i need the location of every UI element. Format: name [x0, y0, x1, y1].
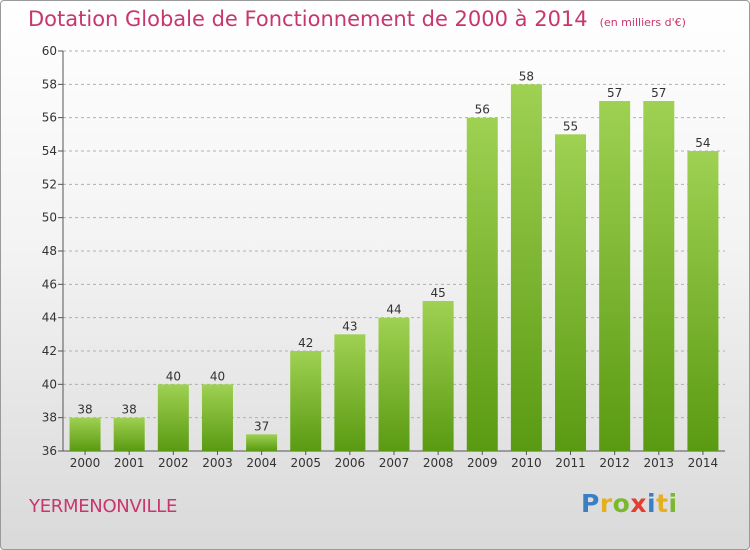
logo-letter: P — [581, 489, 600, 518]
y-tick-label-52: 52 — [42, 177, 57, 191]
data-label-2014: 54 — [695, 136, 710, 150]
y-tick-label-42: 42 — [42, 344, 57, 358]
bar-2011 — [555, 134, 587, 452]
x-tick-label-2013: 2013 — [644, 456, 675, 470]
logo-letter: i — [647, 489, 657, 518]
data-label-2008: 45 — [430, 286, 445, 300]
bar-2013 — [643, 101, 675, 451]
x-tick-label-2003: 2003 — [202, 456, 233, 470]
y-tick-label-50: 50 — [42, 211, 57, 225]
logo-letter: r — [599, 489, 613, 518]
data-label-2013: 57 — [651, 86, 666, 100]
bar-2000 — [69, 417, 101, 451]
x-tick-label-2012: 2012 — [599, 456, 630, 470]
bar-2004 — [246, 434, 278, 451]
x-tick-label-2007: 2007 — [379, 456, 410, 470]
data-label-2001: 38 — [122, 403, 137, 417]
y-tick-label-40: 40 — [42, 377, 57, 391]
x-tick-label-2001: 2001 — [114, 456, 145, 470]
x-tick-label-2004: 2004 — [246, 456, 277, 470]
data-label-2010: 58 — [519, 69, 534, 83]
data-label-2003: 40 — [210, 369, 225, 383]
data-label-2012: 57 — [607, 86, 622, 100]
data-label-2006: 43 — [342, 319, 357, 333]
x-tick-label-2011: 2011 — [555, 456, 586, 470]
logo-letter: o — [612, 489, 631, 518]
commune-name: YERMENONVILLE — [29, 496, 178, 517]
data-label-2000: 38 — [77, 403, 92, 417]
x-tick-label-2008: 2008 — [423, 456, 454, 470]
data-label-2011: 55 — [563, 119, 578, 133]
data-label-2005: 42 — [298, 336, 313, 350]
y-tick-label-56: 56 — [42, 111, 57, 125]
y-tick-label-60: 60 — [42, 44, 57, 58]
data-label-2002: 40 — [166, 369, 181, 383]
x-tick-label-2000: 2000 — [70, 456, 101, 470]
bar-2012 — [599, 101, 631, 451]
bars — [69, 84, 719, 452]
bar-2008 — [422, 301, 454, 451]
bar-2009 — [466, 117, 498, 452]
bar-2010 — [510, 84, 542, 451]
bar-2003 — [201, 384, 233, 451]
bar-2001 — [113, 417, 145, 451]
bar-2014 — [687, 151, 719, 451]
bar-2002 — [157, 384, 189, 451]
logo-letter: i — [668, 489, 678, 518]
bar-2007 — [378, 317, 410, 451]
bar-2005 — [290, 351, 322, 451]
data-label-2007: 44 — [386, 303, 401, 317]
logo-letter: t — [656, 489, 669, 518]
chart-subtitle: (en milliers d'€) — [599, 16, 686, 29]
bar-2006 — [334, 334, 366, 451]
y-tick-label-44: 44 — [42, 311, 57, 325]
chart-title: Dotation Globale de Fonctionnement de 20… — [28, 7, 686, 31]
y-tick-label-38: 38 — [42, 411, 57, 425]
labels: 2000 38 2001 38 2002 40 2003 40 2004 37 2005 42 2006… — [70, 69, 718, 470]
x-tick-label-2009: 2009 — [467, 456, 498, 470]
logo-letter: x — [630, 489, 647, 518]
proxiti-logo: Proxiti — [581, 489, 678, 518]
y-tick-label-54: 54 — [42, 144, 57, 158]
x-tick-label-2014: 2014 — [688, 456, 719, 470]
data-label-2004: 37 — [254, 419, 269, 433]
x-tick-label-2006: 2006 — [335, 456, 366, 470]
chart-title-text: Dotation Globale de Fonctionnement de 20… — [28, 7, 588, 31]
x-tick-label-2002: 2002 — [158, 456, 189, 470]
x-tick-label-2005: 2005 — [290, 456, 321, 470]
y-tick-label-36: 36 — [42, 444, 57, 458]
x-tick-label-2010: 2010 — [511, 456, 542, 470]
data-label-2009: 56 — [475, 103, 490, 117]
y-tick-label-46: 46 — [42, 277, 57, 291]
y-tick-label-48: 48 — [42, 244, 57, 258]
y-tick-label-58: 58 — [42, 77, 57, 91]
